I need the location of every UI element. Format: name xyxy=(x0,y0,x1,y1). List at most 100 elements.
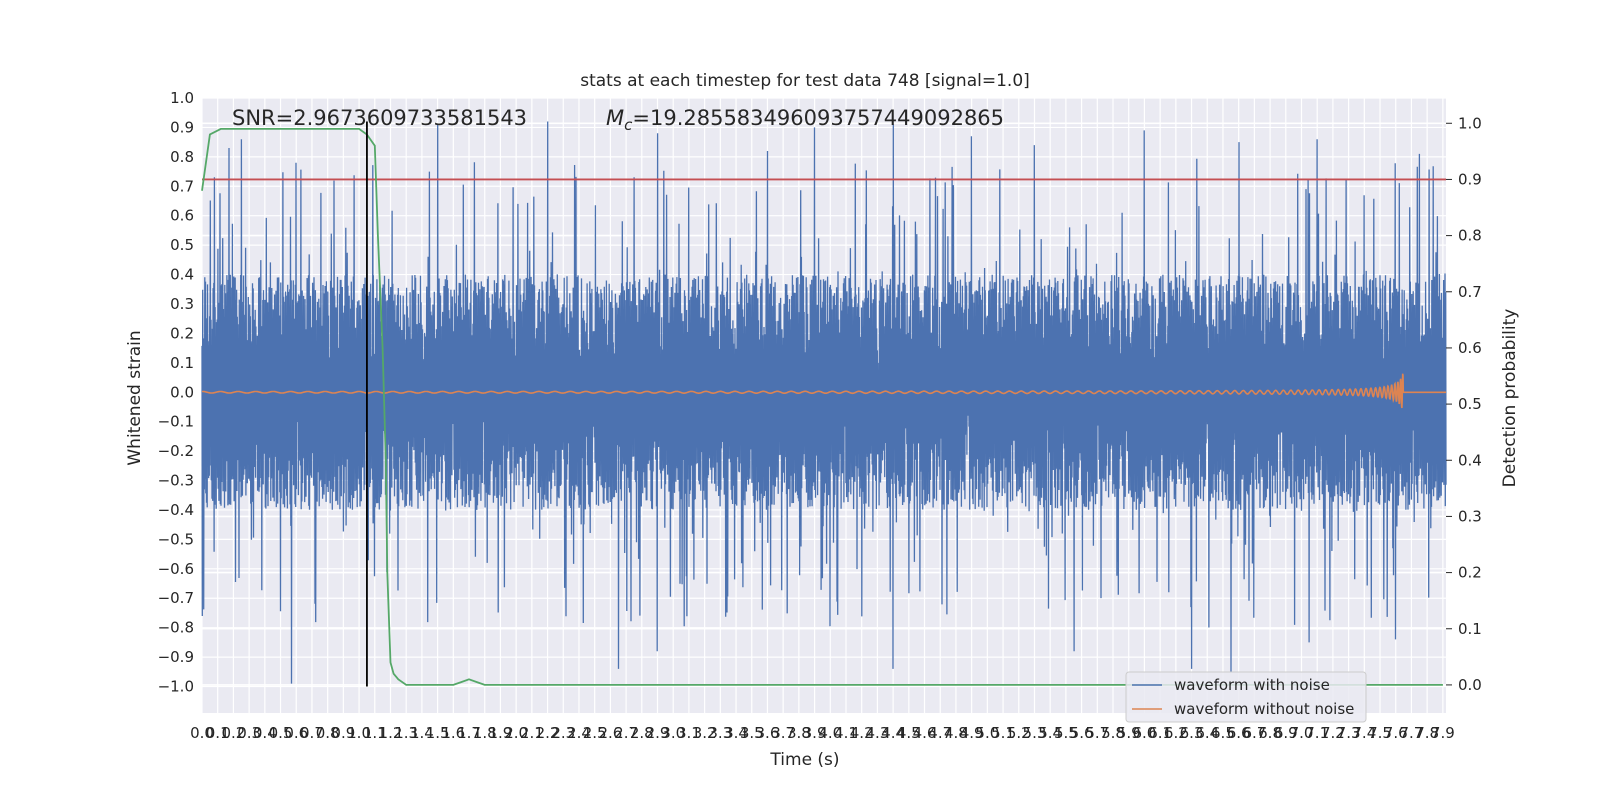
y-tick-label: −0.7 xyxy=(158,589,194,607)
x-tick-label: 0.7 xyxy=(300,724,324,742)
legend-box xyxy=(1125,671,1367,723)
chirp-mass-annotation: Mc=19.285583496093757449092865 xyxy=(606,106,1004,134)
x-tick-label: 3.2 xyxy=(693,724,717,742)
y2-tick-label: 1.0 xyxy=(1458,114,1482,132)
x-tick-label: 3.4 xyxy=(724,724,748,742)
x-tick-label: 1.2 xyxy=(379,724,403,742)
x-tick-label: 5.9 xyxy=(1117,724,1141,742)
x-tick-label: 4.0 xyxy=(818,724,842,742)
snr-annotation: SNR=2.9673609733581543 xyxy=(232,106,527,130)
x-tick-label: 6.3 xyxy=(1180,724,1204,742)
x-tick-label: 7.4 xyxy=(1352,724,1376,742)
y2-tick-label: 0.1 xyxy=(1458,620,1482,638)
y2-tick-label: 0.4 xyxy=(1458,451,1482,469)
x-tick-label: 6.5 xyxy=(1211,724,1235,742)
y2-tick-label: 0.6 xyxy=(1458,339,1482,357)
x-tick-label: 5.3 xyxy=(1023,724,1047,742)
x-tick-label: 4.1 xyxy=(834,724,858,742)
x-axis-label: Time (s) xyxy=(769,750,839,770)
x-tick-label: 3.8 xyxy=(787,724,811,742)
x-tick-label: 4.5 xyxy=(897,724,921,742)
x-tick-label: 1.8 xyxy=(473,724,497,742)
x-tick-label: 0.9 xyxy=(331,724,355,742)
y-axis-label: Whitened strain xyxy=(125,330,145,465)
x-tick-label: 4.7 xyxy=(928,724,952,742)
x-tick-label: 0.5 xyxy=(269,724,293,742)
y-tick-label: 0.7 xyxy=(170,177,194,195)
x-tick-label: 6.2 xyxy=(1164,724,1188,742)
x-tick-label: 7.3 xyxy=(1337,724,1361,742)
y2-tick-label: 0.9 xyxy=(1458,170,1482,188)
x-tick-label: 7.1 xyxy=(1305,724,1329,742)
x-tick-label: 5.0 xyxy=(975,724,999,742)
x-tick-label: 3.5 xyxy=(740,724,764,742)
x-tick-label: 6.8 xyxy=(1258,724,1282,742)
x-tick-label: 7.6 xyxy=(1384,724,1408,742)
legend-label-noise: waveform with noise xyxy=(1174,676,1330,694)
x-tick-label: 3.7 xyxy=(771,724,795,742)
x-tick-label: 5.2 xyxy=(1007,724,1031,742)
detection-probability-line xyxy=(201,128,1443,686)
x-tick-label: 7.5 xyxy=(1368,724,1392,742)
x-tick-label: 2.4 xyxy=(567,724,591,742)
x-tick-label: 7.9 xyxy=(1431,724,1455,742)
x-tick-label: 4.2 xyxy=(850,724,874,742)
x-tick-label: 0.8 xyxy=(316,724,340,742)
x-tick-label: 3.3 xyxy=(708,724,732,742)
x-tick-label: 2.7 xyxy=(614,724,638,742)
chart-title: stats at each timestep for test data 748… xyxy=(580,71,1030,91)
x-tick-label: 0.2 xyxy=(221,724,245,742)
x-tick-label: 3.0 xyxy=(661,724,685,742)
x-tick-label: 4.8 xyxy=(944,724,968,742)
x-tick-label: 7.8 xyxy=(1415,724,1439,742)
y-tick-label: −0.3 xyxy=(158,472,194,490)
y-tick-label: 0.2 xyxy=(170,324,194,342)
x-tick-label: 2.0 xyxy=(504,724,528,742)
y-tick-label: 0.8 xyxy=(170,148,194,166)
x-tick-label: 0.6 xyxy=(284,724,308,742)
x-tick-label: 1.1 xyxy=(363,724,387,742)
x-tick-label: 2.8 xyxy=(630,724,654,742)
x-tick-label: 1.9 xyxy=(489,724,513,742)
noisy-waveform-line xyxy=(201,121,1447,684)
x-tick-label: 2.2 xyxy=(536,724,560,742)
x-tick-label: 1.3 xyxy=(394,724,418,742)
x-tick-label: 0.3 xyxy=(237,724,261,742)
x-tick-label: 4.6 xyxy=(913,724,937,742)
x-tick-label: 2.3 xyxy=(551,724,575,742)
x-tick-label: 6.1 xyxy=(1148,724,1172,742)
x-tick-label: 2.1 xyxy=(520,724,544,742)
x-tick-label: 5.1 xyxy=(991,724,1015,742)
y-tick-label: 0.3 xyxy=(170,295,194,313)
y-tick-label: −0.5 xyxy=(158,530,194,548)
clean-waveform-line xyxy=(202,373,1446,409)
y-tick-label: −0.4 xyxy=(158,501,194,519)
y-tick-label: 0.4 xyxy=(170,266,194,284)
y2-axis-label: Detection probability xyxy=(1500,309,1520,488)
x-tick-label: 1.6 xyxy=(441,724,465,742)
x-tick-label: 4.3 xyxy=(865,724,889,742)
x-tick-label: 5.8 xyxy=(1101,724,1125,742)
y2-tick-label: 0.2 xyxy=(1458,564,1482,582)
y2-tick-label: 0.0 xyxy=(1458,676,1482,694)
x-tick-label: 2.6 xyxy=(598,724,622,742)
chirp-mass-symbol: M xyxy=(606,106,624,130)
x-tick-label: 4.9 xyxy=(960,724,984,742)
x-tick-label: 7.7 xyxy=(1400,724,1424,742)
x-tick-label: 7.2 xyxy=(1321,724,1345,742)
y-tick-label: 1.0 xyxy=(170,89,194,107)
x-tick-label: 6.9 xyxy=(1274,724,1298,742)
y-tick-label: −0.8 xyxy=(158,619,194,637)
x-tick-label: 1.0 xyxy=(347,724,371,742)
chirp-mass-subscript: c xyxy=(624,116,633,134)
x-tick-label: 6.6 xyxy=(1227,724,1251,742)
x-tick-label: 1.7 xyxy=(457,724,481,742)
y-tick-label: −1.0 xyxy=(158,678,194,696)
y-tick-label: −0.6 xyxy=(158,560,194,578)
chirp-mass-value: =19.285583496093757449092865 xyxy=(632,106,1004,130)
x-tick-label: 6.4 xyxy=(1195,724,1219,742)
y-tick-label: −0.9 xyxy=(158,648,194,666)
y-tick-label: 0.0 xyxy=(170,383,194,401)
y-tick-label: −0.2 xyxy=(158,442,194,460)
